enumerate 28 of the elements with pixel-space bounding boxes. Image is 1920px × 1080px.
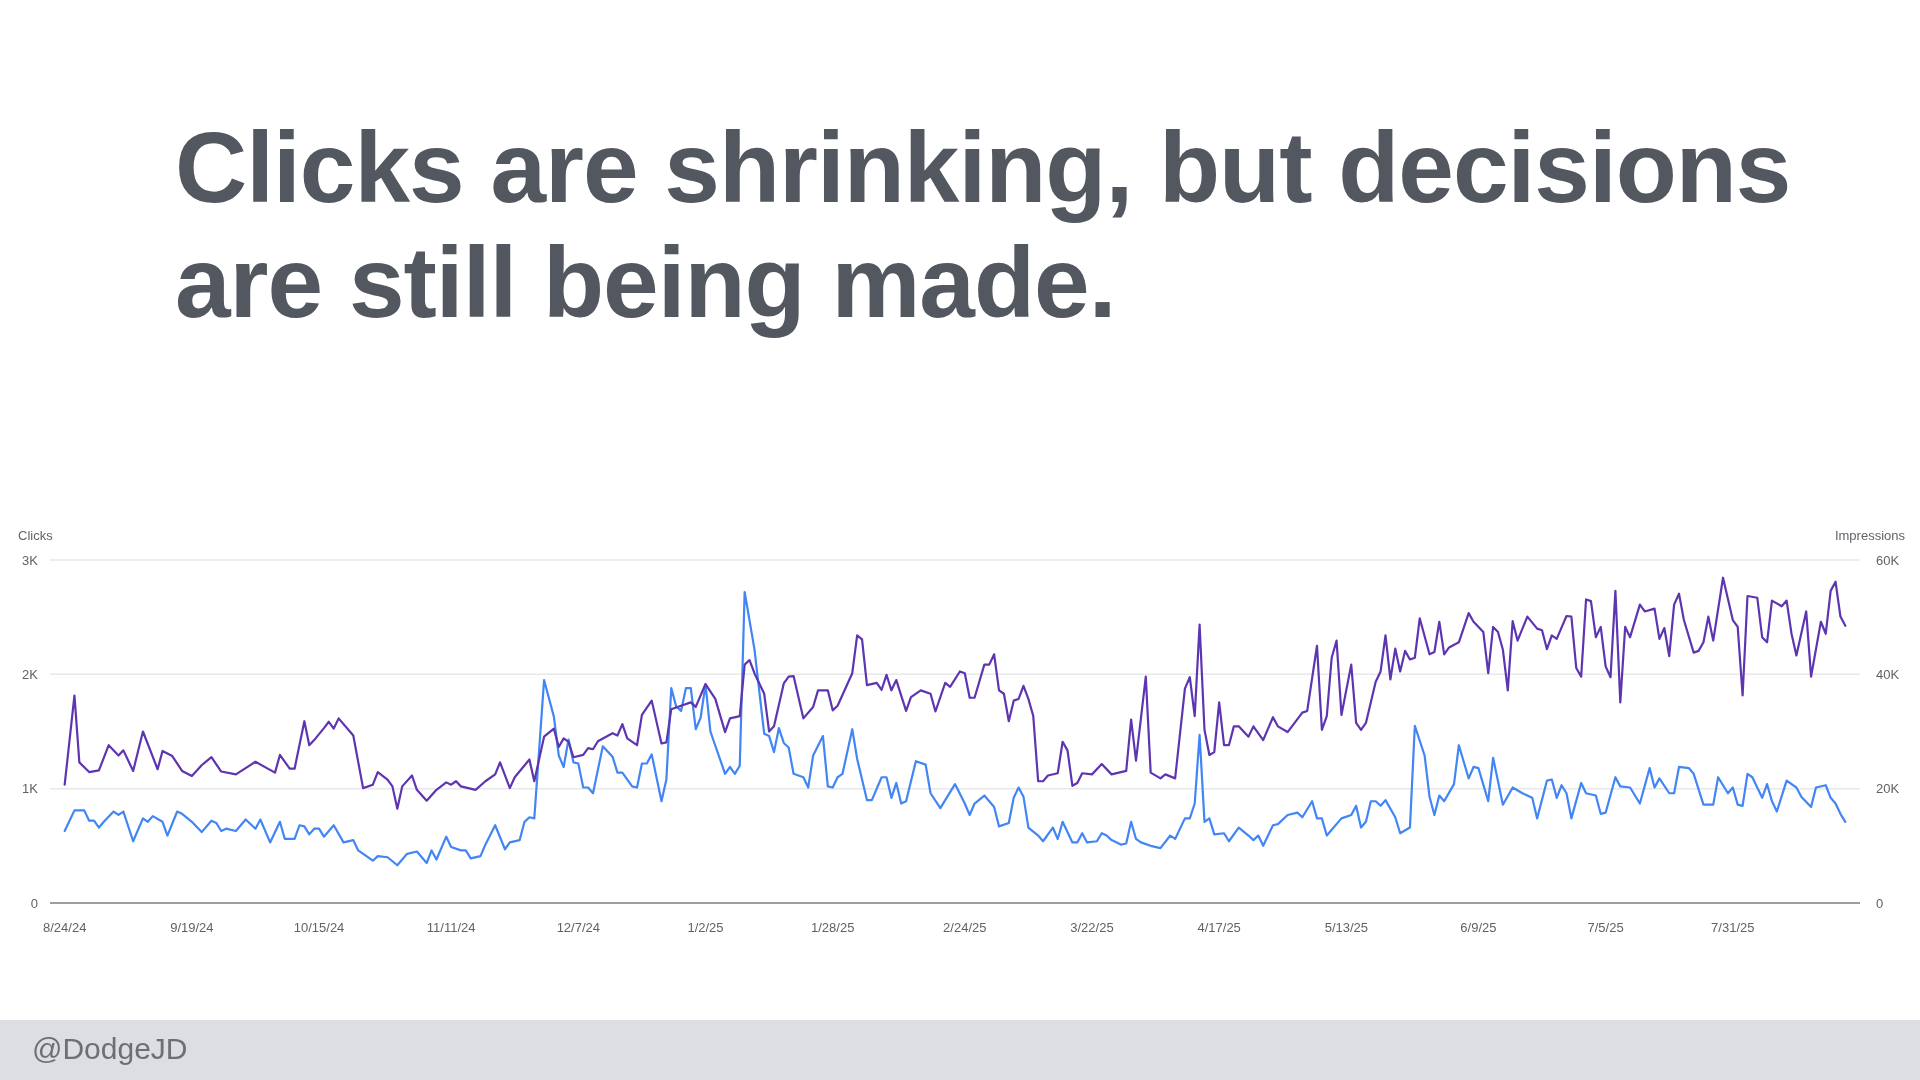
x-tick-label: 1/28/25 (811, 920, 855, 936)
y2-tick-label: 60K (1876, 552, 1900, 568)
text: @DodgeJD (32, 1032, 188, 1066)
x-tick-label: 8/24/24 (42, 920, 87, 936)
y2-tick-label: 20K (1876, 781, 1900, 797)
y2-axis-title: Impressions (1834, 528, 1905, 543)
line-series (63, 576, 1847, 810)
x-tick-label: 7/5/25 (1587, 920, 1624, 936)
y-tick-label: 2K (22, 666, 39, 682)
line-series (63, 590, 1847, 867)
x-tick-label: 2/24/25 (943, 920, 987, 936)
y2-tick-label: 40K (1876, 666, 1900, 682)
y2-tick-label: 0 (1876, 895, 1884, 911)
x-tick-label: 11/11/24 (426, 920, 476, 936)
y-tick-label: 3K (22, 552, 39, 568)
x-tick-label: 5/13/25 (1324, 920, 1369, 936)
x-tick-label: 10/15/24 (293, 920, 345, 936)
chart-title: Clicks are shrinking, but decisions are still being made. (175, 110, 1792, 340)
x-tick-label: 7/31/25 (1711, 920, 1755, 936)
x-tick-label: 3/22/25 (1070, 920, 1114, 936)
y-axis-title: Clicks (18, 528, 53, 543)
x-tick-label: 6/9/25 (1460, 920, 1497, 936)
x-tick-label: 12/7/24 (556, 920, 601, 936)
x-tick-label: 4/17/25 (1197, 920, 1241, 936)
y-tick-label: 1K (22, 781, 39, 797)
x-tick-label: 1/2/25 (687, 920, 724, 936)
x-tick-label: 9/19/24 (170, 920, 214, 936)
y-tick-label: 0 (30, 895, 38, 911)
